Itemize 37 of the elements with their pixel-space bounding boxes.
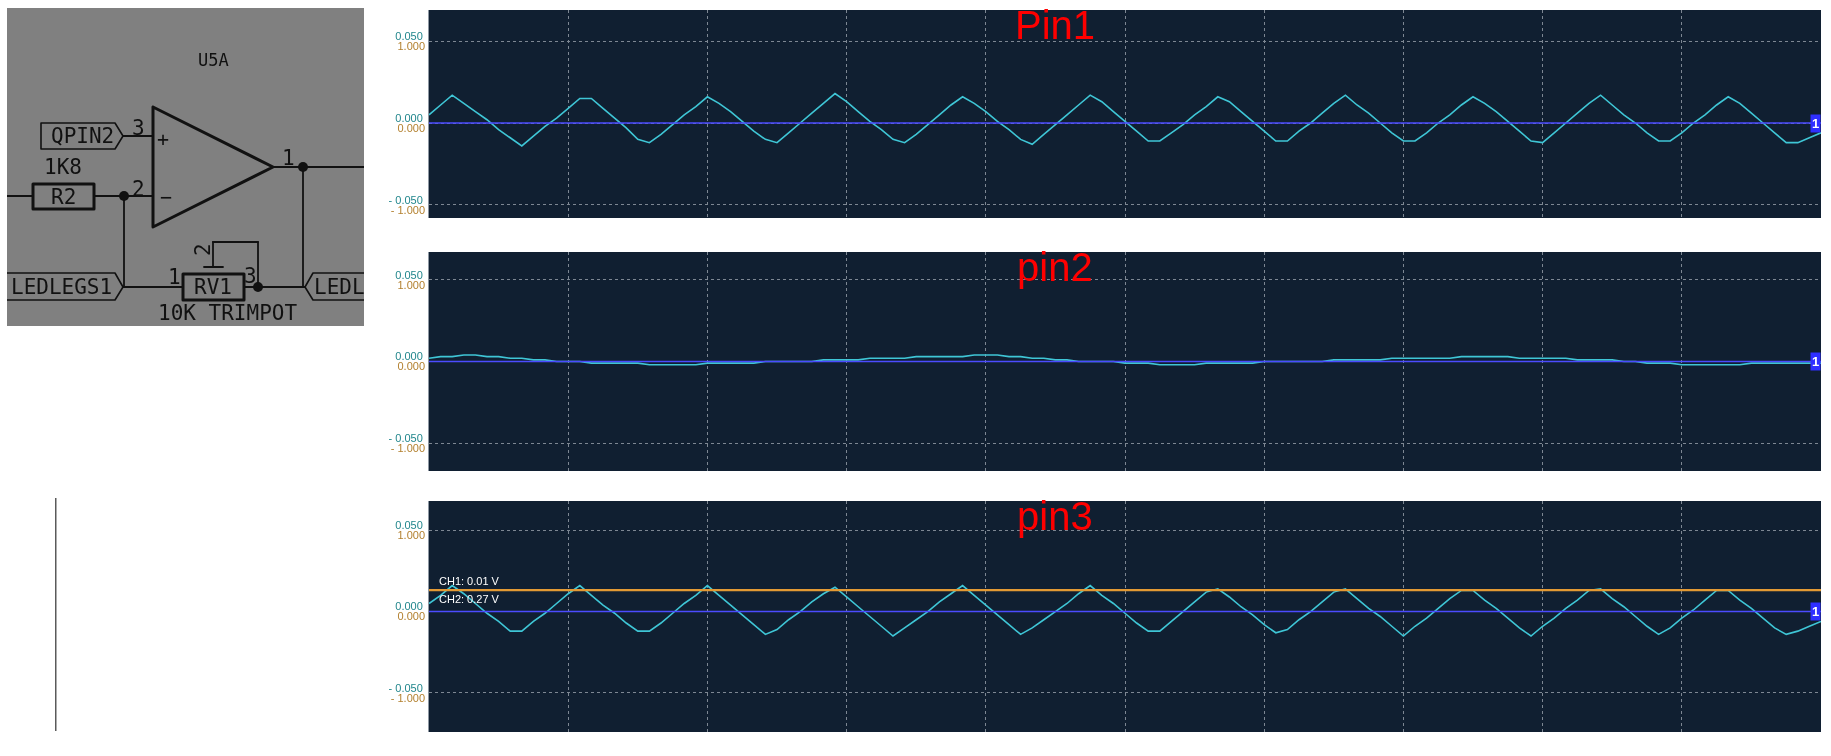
y-tick-label: 0.050	[395, 29, 423, 42]
text: QPIN2	[51, 124, 115, 148]
y-tick-label: - 0.050	[388, 432, 423, 445]
y2-tick-label: - 1.000	[390, 203, 425, 216]
y-tick-label: 0.000	[395, 350, 423, 363]
text: U5A	[198, 50, 229, 70]
y-tick-label: 0.050	[395, 519, 423, 532]
y2-tick-label: - 1.000	[390, 442, 425, 455]
y2-tick-label: 1.000	[397, 39, 425, 52]
text: LEDL	[314, 275, 365, 299]
y2-tick-label: 1.000	[397, 529, 425, 542]
y2-tick-label: - 1.000	[390, 691, 425, 704]
annotation: 1	[1812, 116, 1820, 131]
y-tick-label: 0.050	[395, 268, 423, 281]
text: +	[157, 127, 170, 151]
text: RV1	[194, 275, 232, 299]
y-tick-label: - 0.050	[388, 193, 423, 206]
ref-line-label: CH1: 0.01 V	[439, 575, 500, 587]
y-tick-label: 0.000	[395, 111, 423, 124]
chart-title: pin2	[1017, 245, 1093, 289]
text: 10K TRIMPOT	[158, 301, 298, 325]
text: 3	[132, 116, 145, 140]
text: −	[160, 185, 173, 209]
text: 2	[191, 243, 215, 256]
chart-title: pin3	[1017, 494, 1093, 538]
y-tick-label: - 0.050	[388, 681, 423, 694]
text: 1K8	[44, 155, 82, 179]
text: 1	[168, 265, 181, 289]
annotation: 1	[1812, 354, 1820, 369]
chart-title: Pin1	[1015, 3, 1096, 47]
y-tick-label: 0.000	[395, 600, 423, 613]
text: 1	[282, 146, 295, 170]
text: 3	[244, 264, 257, 288]
annotation: 1	[1812, 604, 1820, 619]
y2-tick-label: 1.000	[397, 278, 425, 291]
text: R2	[51, 185, 77, 209]
text: LEDLEGS1	[11, 275, 113, 299]
